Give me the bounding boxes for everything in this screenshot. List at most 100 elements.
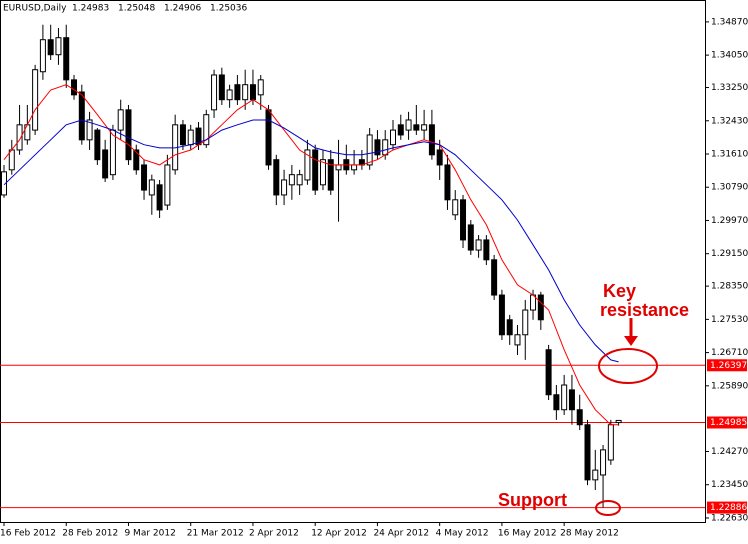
candle-body [71,79,78,96]
candle-body [607,424,614,461]
y-tick-label: 1.31610 [711,150,748,160]
quote-value: 1.24983 [72,4,109,14]
candle-body [211,74,218,111]
candle-body [304,149,311,181]
candle-body [537,294,544,321]
candle-body [265,109,272,166]
level-label-box [707,359,747,372]
candle-body [592,469,599,481]
annotation: Key [603,281,636,301]
candle-body [109,129,116,176]
annotation-circle [595,500,621,516]
candle-body [460,199,467,241]
y-tick-label: 1.29970 [711,216,748,226]
candle-body [148,179,155,196]
candle-body [514,334,521,346]
y-tick-label: 1.24270 [711,447,748,457]
annotation-arrowhead [624,336,638,346]
level-label: 1.24985 [710,418,747,428]
candle-body [94,129,101,161]
y-tick-label: 1.23450 [711,480,748,490]
candle-body [351,164,358,171]
x-tick-label: 28 Feb 2012 [62,529,118,539]
candle-body [156,184,163,211]
candle-body [444,164,451,201]
x-tick-label: 9 Mar 2012 [124,529,175,539]
candle-body [141,164,148,191]
x-tick-label: 2 Apr 2012 [249,529,299,539]
candle-body [576,409,583,426]
candle-body [600,449,607,476]
quote-value: 1.25036 [210,4,247,14]
y-tick-label: 1.32430 [711,116,748,126]
plot-frame [0,0,706,523]
candle-body [452,199,459,216]
candle-body [179,124,186,146]
level-label-box [707,501,747,514]
candle-body [561,384,568,411]
candle-body [615,419,622,424]
candle-body [117,109,124,131]
candle-body [397,124,404,136]
candle-body [374,139,381,156]
candle-body [405,119,412,131]
level-label: 1.26397 [710,361,747,371]
candle-body [63,37,70,81]
chart-symbol: EURUSD,Daily [3,4,67,14]
candle-body [8,149,15,171]
candle-body [234,84,241,101]
candle-body [218,74,225,101]
candle-body [249,84,256,101]
y-tick-label: 1.26710 [711,348,748,358]
candle-body [257,79,264,96]
candle-body [498,294,505,336]
candle-body [39,39,46,73]
candle-body [55,37,62,56]
moving-average [3,119,619,363]
y-tick-label: 1.22630 [711,513,748,523]
candle-body [483,239,490,261]
candle-body [86,119,93,141]
level-label: 1.22886 [710,503,747,513]
candle-body [1,171,7,196]
candle-body [475,239,482,251]
candle-body [187,129,194,146]
candle-body [102,149,109,179]
candle-body [428,124,435,156]
candle-body [467,224,474,251]
candle-body [491,259,498,296]
x-tick-label: 21 Mar 2012 [187,529,244,539]
candle-body [133,149,140,171]
candle-body [506,319,513,336]
candle-body [281,179,288,196]
candle-body [242,84,249,101]
candle-body [312,149,319,191]
candle-body [413,124,420,131]
candle-body [273,159,280,196]
candle-body [296,174,303,186]
candle-body [545,349,552,396]
candle-body [16,124,23,151]
candle-body [327,159,334,191]
candle-body [335,164,342,171]
y-tick-label: 1.25890 [711,381,748,391]
candle-body [584,424,591,481]
y-tick-label: 1.30790 [711,183,748,193]
x-tick-label: 24 Apr 2012 [373,529,429,539]
level-label-box [707,416,747,429]
candle-body [553,394,560,411]
candle-body [522,309,529,336]
candle-body [125,109,132,161]
quote-value: 1.24906 [164,4,201,14]
candle-body [382,139,389,156]
candle-body [288,174,295,186]
y-tick-label: 1.29150 [711,249,748,259]
candle-body [47,39,54,56]
candle-body [390,129,396,146]
annotation: Support [498,490,567,510]
annotation: resistance [600,300,689,320]
x-tick-label: 16 May 2012 [498,529,557,539]
candle-body [436,149,443,166]
candle-body [203,114,210,146]
